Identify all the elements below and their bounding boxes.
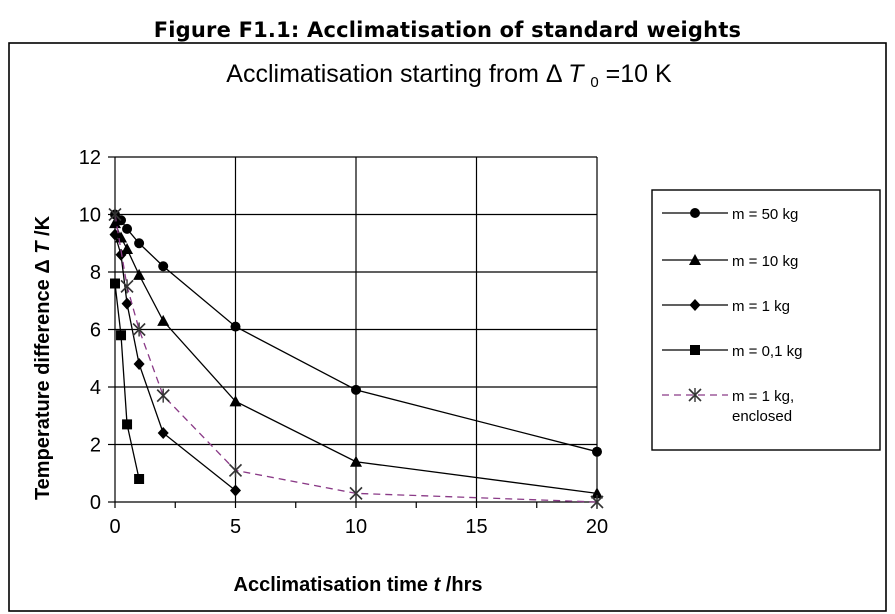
- marker-circle: [158, 261, 169, 272]
- legend-entry-5: m = 1 kg, enclosed: [662, 388, 794, 425]
- y-tick-label: 12: [79, 147, 101, 169]
- series-4: [110, 278, 145, 484]
- chart-title-sub: 0: [590, 74, 598, 91]
- marker-triangle: [157, 314, 170, 326]
- marker-diamond: [121, 297, 133, 310]
- marker-circle: [690, 208, 700, 218]
- marker-triangle: [350, 455, 362, 467]
- y-axis-label-prefix: Temperature difference: [32, 274, 54, 500]
- legend-label: m = 1 kg: [732, 298, 790, 315]
- marker-triangle: [121, 243, 134, 254]
- y-tick-label: 2: [90, 435, 101, 457]
- legend-label: m = 50 kg: [732, 206, 798, 223]
- marker-square: [116, 330, 127, 341]
- x-tick-labels: 0 5 10 15 20: [109, 516, 608, 538]
- series-line: [114, 283, 140, 480]
- y-tick-label: 10: [79, 205, 101, 227]
- y-tick-label: 8: [90, 262, 101, 284]
- marker-triangle: [229, 395, 242, 407]
- x-tick-label: 15: [465, 516, 487, 538]
- marker-square: [122, 419, 133, 430]
- legend-entry-3: m = 1 kg: [662, 298, 790, 315]
- legend-box: [651, 189, 881, 451]
- x-tick-label: 10: [345, 516, 367, 538]
- series-2: [109, 217, 603, 499]
- y-tick-label: 6: [90, 320, 101, 342]
- figure-title: Figure F1.1: Acclimatisation of standard…: [153, 18, 742, 42]
- marker-x: [228, 463, 243, 478]
- y-tick-label: 0: [90, 492, 101, 514]
- x-axis-label-var: t: [434, 574, 442, 596]
- x-axis-label: Acclimatisation time t /hrs: [234, 574, 483, 596]
- legend-label: m = 1 kg,: [732, 388, 794, 405]
- series-5: [108, 207, 604, 509]
- marker-circle: [134, 238, 145, 249]
- x-axis-label-suffix: /hrs: [446, 574, 483, 596]
- marker-diamond: [157, 427, 169, 439]
- marker-x: [120, 279, 134, 294]
- marker-x: [688, 388, 702, 402]
- marker-square: [690, 345, 700, 355]
- marker-x: [590, 495, 604, 509]
- legend-entry-4: m = 0,1 kg: [662, 343, 802, 360]
- marker-diamond: [133, 358, 145, 370]
- legend: m = 50 kg m = 10 kg m = 1 kg m = 0,1 kg m = …: [651, 189, 881, 451]
- y-axis-label-suffix: /K: [32, 215, 54, 236]
- legend-label: m = 10 kg: [732, 253, 798, 270]
- y-axis-label: Temperature difference Δ T /K: [32, 215, 54, 500]
- marker-triangle: [109, 217, 121, 229]
- chart-title-prefix: Acclimatisation starting from: [226, 60, 546, 88]
- marker-triangle: [115, 231, 128, 243]
- marker-x: [349, 486, 363, 501]
- legend-entry-1: m = 50 kg: [662, 206, 798, 223]
- x-tick-label: 0: [109, 516, 120, 538]
- marker-circle: [592, 446, 602, 457]
- chart-title-delta: Δ: [546, 60, 562, 88]
- marker-circle: [122, 223, 133, 234]
- chart-title: Acclimatisation starting from Δ T 0 =10 …: [226, 60, 672, 93]
- series-1: [110, 209, 602, 457]
- chart-title-var: T: [568, 60, 585, 88]
- marker-circle: [351, 384, 361, 395]
- legend-entry-2: m = 10 kg: [662, 253, 798, 270]
- marker-triangle: [133, 268, 146, 280]
- x-tick-label: 5: [230, 516, 241, 538]
- y-axis-label-delta: Δ: [32, 259, 54, 273]
- marker-square: [134, 474, 145, 484]
- legend-label: m = 0,1 kg: [732, 343, 802, 360]
- series-layer: [108, 207, 604, 509]
- marker-x: [132, 322, 146, 337]
- series-3: [109, 228, 241, 497]
- marker-triangle: [591, 487, 603, 499]
- marker-triangle: [689, 254, 701, 265]
- marker-diamond: [689, 299, 701, 311]
- marker-x: [156, 388, 170, 403]
- marker-square: [110, 278, 120, 289]
- marker-x: [108, 207, 122, 222]
- marker-diamond: [230, 484, 241, 497]
- chart-title-suffix: =10 K: [606, 60, 672, 88]
- y-axis-label-var: T: [32, 240, 54, 254]
- y-tick-label: 4: [90, 377, 101, 399]
- marker-diamond: [115, 248, 127, 261]
- x-tick-label: 20: [586, 516, 608, 538]
- legend-label-line2: enclosed: [732, 408, 792, 425]
- y-tick-labels: 0 2 4 6 8 10 12: [79, 147, 101, 514]
- marker-circle: [230, 321, 241, 332]
- x-axis-label-prefix: Acclimatisation time: [234, 574, 434, 596]
